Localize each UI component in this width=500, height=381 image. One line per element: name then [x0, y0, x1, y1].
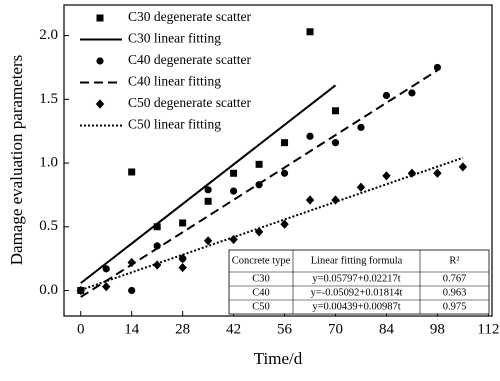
table-header: R² [449, 255, 459, 266]
scatter-point [382, 171, 391, 181]
scatter-point [332, 107, 340, 115]
table-cell: C40 [252, 287, 270, 298]
table-header: Concrete type [232, 255, 291, 266]
y-tick-label: 0.5 [39, 218, 58, 234]
table-header: Linear fitting formula [311, 255, 403, 266]
scatter-point [280, 219, 289, 229]
scatter-point [102, 265, 110, 273]
table-cell: 0.975 [443, 301, 467, 312]
scatter-point [331, 139, 340, 147]
x-tick-label: 70 [328, 321, 343, 337]
table-cell: C50 [252, 301, 270, 312]
scatter-point [433, 63, 442, 72]
scatter-point [203, 236, 213, 246]
table-frame [228, 249, 490, 315]
y-tick-label: 1.0 [39, 154, 58, 170]
legend-label: C50 degenerate scatter [128, 95, 251, 110]
scatter-point [382, 91, 391, 100]
x-tick-label: 28 [175, 321, 190, 337]
fit-line [80, 156, 464, 291]
scatter-point [356, 182, 366, 192]
scatter-point [127, 257, 136, 268]
scatter-point [254, 227, 264, 237]
legend-label: C50 linear fitting [128, 117, 221, 132]
scatter-point [178, 262, 187, 273]
scatter-point [306, 28, 314, 36]
legend-marker [95, 99, 105, 109]
scatter-point [153, 223, 161, 231]
table-cell: y=-0.05092+0.01814t [311, 287, 403, 298]
scatter-point [76, 285, 85, 296]
scatter-point [102, 282, 111, 292]
scatter-point [204, 186, 212, 194]
scatter-point [305, 195, 315, 205]
scatter-point [280, 169, 289, 177]
y-tick-label: 2.0 [39, 27, 58, 43]
scatter-point [331, 195, 340, 205]
scatter-point [229, 234, 238, 245]
legend-label: C30 degenerate scatter [128, 9, 251, 24]
fit-line [80, 84, 337, 284]
legend-marker [96, 14, 104, 22]
x-tick-label: 14 [124, 321, 140, 337]
x-tick-label: 0 [77, 321, 85, 337]
scatter-point [408, 89, 416, 97]
scatter-point [152, 260, 162, 270]
table-cell: y=0.05797+0.02217t [312, 273, 400, 284]
scatter-point [357, 123, 365, 131]
x-tick-label: 84 [379, 321, 395, 337]
table-cell: y=0.00439+0.00987t [312, 301, 400, 312]
x-axis-title: Time/d [254, 349, 303, 368]
table-cell: 0.963 [443, 287, 467, 298]
x-tick-label: 98 [430, 321, 445, 337]
scatter-point [306, 132, 314, 140]
scatter-point [204, 197, 212, 205]
x-tick-label: 112 [477, 321, 499, 337]
legend-marker [96, 57, 104, 65]
scatter-point [230, 169, 238, 177]
scatter-point [128, 286, 136, 295]
legend-label: C40 degenerate scatter [128, 52, 251, 67]
y-tick-label: 1.5 [39, 91, 58, 107]
scatter-point [255, 160, 263, 168]
scatter-point [458, 162, 468, 172]
legend-label: C40 linear fitting [128, 74, 221, 89]
scatter-point [433, 168, 442, 178]
x-tick-label: 42 [226, 321, 241, 337]
y-axis-title: Damage evaluation parameters [7, 55, 26, 266]
scatter-point [179, 219, 187, 227]
scatter-point [407, 168, 417, 178]
table-cell: 0.767 [443, 273, 467, 284]
legend-label: C30 linear fitting [128, 31, 221, 46]
scatter-point [229, 187, 238, 195]
scatter-point [281, 139, 289, 147]
plot-frame [63, 4, 493, 317]
x-tick-label: 56 [277, 321, 293, 337]
y-tick-label: 0.0 [39, 282, 58, 298]
fit-line [80, 69, 438, 298]
table-cell: C30 [252, 273, 270, 284]
scatter-point [128, 168, 136, 176]
